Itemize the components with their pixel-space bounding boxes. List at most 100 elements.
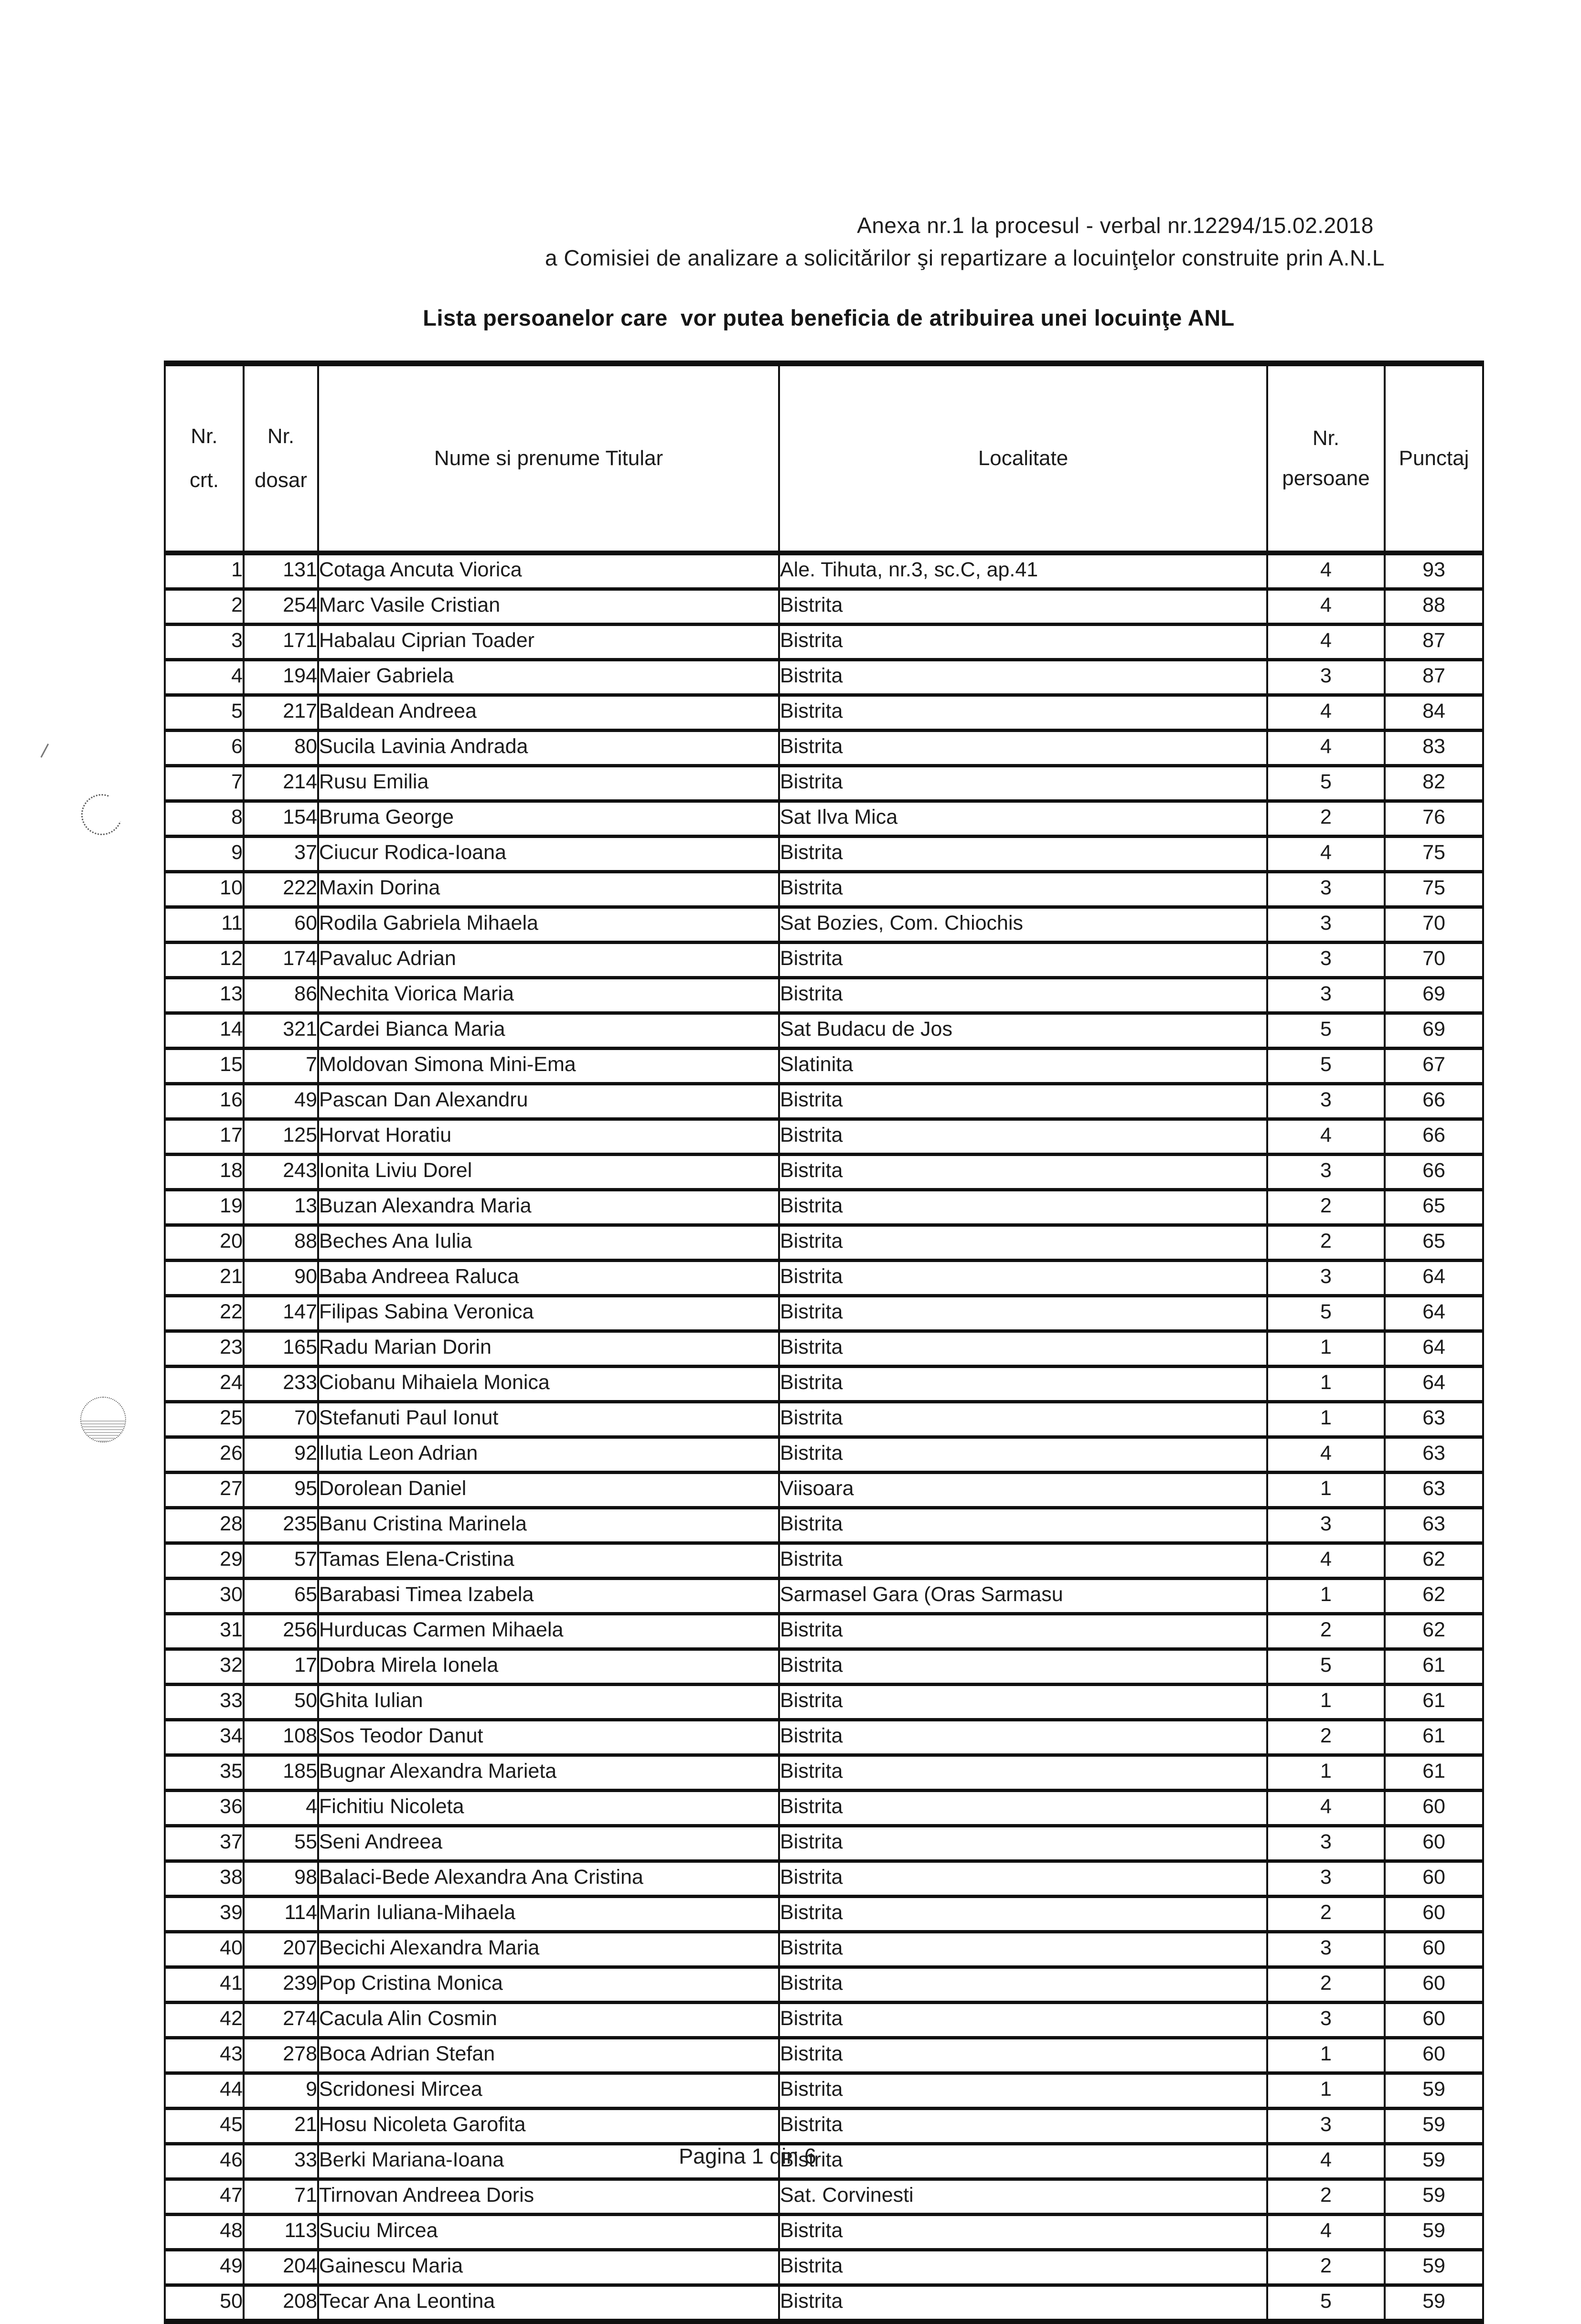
table-row: 13 86 Nechita Viorica Maria Bistrita 3 69 — [164, 976, 1484, 1015]
cell-name: Rusu Emilia — [317, 764, 780, 803]
cell-nr-dosar: 71 — [243, 2177, 319, 2216]
cell-score: 76 — [1384, 799, 1484, 838]
cell-persons: 1 — [1266, 1471, 1386, 1509]
table-row: 45 21 Hosu Nicoleta Garofita Bistrita 3 59 — [164, 2107, 1484, 2145]
cell-locality: Bistrita — [778, 587, 1268, 626]
table-row: 47 71 Tirnovan Andreea Doris Sat. Corvinest… — [164, 2177, 1484, 2216]
scan-artifact-c-mark — [74, 787, 129, 842]
table-row: 33 50 Ghita Iulian Bistrita 1 61 — [164, 1683, 1484, 1721]
cell-name: Gainescu Maria — [317, 2248, 780, 2287]
cell-score: 61 — [1384, 1718, 1484, 1757]
cell-name: Buzan Alexandra Maria — [317, 1188, 780, 1227]
cell-nr-dosar: 113 — [243, 2213, 319, 2251]
cell-score: 59 — [1384, 2177, 1484, 2216]
cell-nr-crt: 31 — [164, 1612, 245, 1651]
cell-name: Ciucur Rodica-Ioana — [317, 835, 780, 873]
cell-nr-crt: 35 — [164, 1753, 245, 1792]
cell-locality: Sat Ilva Mica — [778, 799, 1268, 838]
table-row: 14 321 Cardei Bianca Maria Sat Budacu de Jo… — [164, 1011, 1484, 1050]
cell-name: Hosu Nicoleta Garofita — [317, 2107, 780, 2145]
cell-name: Filipas Sabina Veronica — [317, 1294, 780, 1333]
cell-nr-crt: 9 — [164, 835, 245, 873]
cell-nr-crt: 28 — [164, 1506, 245, 1545]
cell-score: 82 — [1384, 764, 1484, 803]
cell-nr-dosar: 185 — [243, 1753, 319, 1792]
cell-locality: Bistrita — [778, 1683, 1268, 1721]
table-row: 4 194 Maier Gabriela Bistrita 3 87 — [164, 658, 1484, 697]
cell-persons: 3 — [1266, 1259, 1386, 1297]
scan-artifact-circle-mark — [80, 1397, 126, 1443]
cell-locality: Bistrita — [778, 1965, 1268, 2004]
cell-name: Berki Mariana-Ioana — [317, 2142, 780, 2181]
cell-nr-dosar: 243 — [243, 1153, 319, 1191]
cell-persons: 1 — [1266, 2036, 1386, 2075]
cell-locality: Bistrita — [778, 2001, 1268, 2039]
scan-artifact-scratch — [40, 743, 49, 758]
cell-score: 60 — [1384, 2036, 1484, 2075]
col-header-nr-dosar-line2: dosar — [254, 468, 308, 492]
cell-locality: Bistrita — [778, 1824, 1268, 1863]
table-row: 26 92 Ilutia Leon Adrian Bistrita 4 63 — [164, 1435, 1484, 1474]
cell-nr-crt: 42 — [164, 2001, 245, 2039]
cell-name: Becichi Alexandra Maria — [317, 1930, 780, 1969]
cell-locality: Bistrita — [778, 1400, 1268, 1439]
cell-persons: 5 — [1266, 1047, 1386, 1085]
cell-nr-crt: 19 — [164, 1188, 245, 1227]
cell-nr-dosar: 65 — [243, 1577, 319, 1615]
cell-nr-dosar: 233 — [243, 1365, 319, 1403]
commission-line: a Comisiei de analizare a solicitărilor … — [545, 245, 1385, 270]
cell-persons: 4 — [1266, 1117, 1386, 1156]
cell-locality: Bistrita — [778, 1082, 1268, 1121]
cell-score: 60 — [1384, 1789, 1484, 1827]
cell-score: 75 — [1384, 870, 1484, 909]
cell-name: Radu Marian Dorin — [317, 1329, 780, 1368]
cell-nr-crt: 16 — [164, 1082, 245, 1121]
cell-nr-crt: 15 — [164, 1047, 245, 1085]
cell-persons: 3 — [1266, 870, 1386, 909]
cell-score: 60 — [1384, 2001, 1484, 2039]
cell-score: 59 — [1384, 2142, 1484, 2181]
cell-name: Boca Adrian Stefan — [317, 2036, 780, 2075]
cell-score: 64 — [1384, 1329, 1484, 1368]
cell-nr-crt: 40 — [164, 1930, 245, 1969]
cell-locality: Bistrita — [778, 658, 1268, 697]
cell-name: Seni Andreea — [317, 1824, 780, 1863]
cell-name: Balaci-Bede Alexandra Ana Cristina — [317, 1859, 780, 1898]
cell-locality: Bistrita — [778, 2213, 1268, 2251]
cell-nr-crt: 1 — [164, 551, 245, 591]
cell-nr-crt: 49 — [164, 2248, 245, 2287]
cell-persons: 1 — [1266, 1329, 1386, 1368]
cell-name: Tirnovan Andreea Doris — [317, 2177, 780, 2216]
cell-persons: 4 — [1266, 729, 1386, 767]
cell-nr-dosar: 4 — [243, 1789, 319, 1827]
cell-locality: Bistrita — [778, 1506, 1268, 1545]
cell-nr-dosar: 9 — [243, 2071, 319, 2110]
cell-nr-crt: 17 — [164, 1117, 245, 1156]
table-row: 28 235 Banu Cristina Marinela Bistrita 3 63 — [164, 1506, 1484, 1545]
table-row: 6 80 Sucila Lavinia Andrada Bistrita 4 83 — [164, 729, 1484, 767]
cell-score: 60 — [1384, 1930, 1484, 1969]
cell-name: Banu Cristina Marinela — [317, 1506, 780, 1545]
cell-name: Tamas Elena-Cristina — [317, 1541, 780, 1580]
cell-persons: 3 — [1266, 976, 1386, 1015]
cell-score: 88 — [1384, 587, 1484, 626]
cell-locality: Bistrita — [778, 1718, 1268, 1757]
table-row: 8 154 Bruma George Sat Ilva Mica 2 76 — [164, 799, 1484, 838]
cell-locality: Bistrita — [778, 2248, 1268, 2287]
table-row: 38 98 Balaci-Bede Alexandra Ana Cristina Bi… — [164, 1859, 1484, 1898]
cell-nr-crt: 46 — [164, 2142, 245, 2181]
cell-persons: 2 — [1266, 1223, 1386, 1262]
table-body: 1 131 Cotaga Ancuta Viorica Ale. Tihuta, nr… — [164, 551, 1484, 2324]
cell-locality: Bistrita — [778, 2142, 1268, 2181]
cell-nr-dosar: 222 — [243, 870, 319, 909]
table-row: 31 256 Hurducas Carmen Mihaela Bistrita 2 62 — [164, 1612, 1484, 1651]
cell-persons: 4 — [1266, 1541, 1386, 1580]
table-header-row: Nr. crt. Nr. dosar Nume si prenume Titul… — [164, 361, 1484, 555]
cell-name: Moldovan Simona Mini-Ema — [317, 1047, 780, 1085]
cell-persons: 3 — [1266, 1824, 1386, 1863]
cell-name: Dobra Mirela Ionela — [317, 1647, 780, 1686]
cell-persons: 1 — [1266, 1683, 1386, 1721]
table-row: 35 185 Bugnar Alexandra Marieta Bistrita 1 61 — [164, 1753, 1484, 1792]
table-row: 25 70 Stefanuti Paul Ionut Bistrita 1 63 — [164, 1400, 1484, 1439]
cell-score: 60 — [1384, 1965, 1484, 2004]
